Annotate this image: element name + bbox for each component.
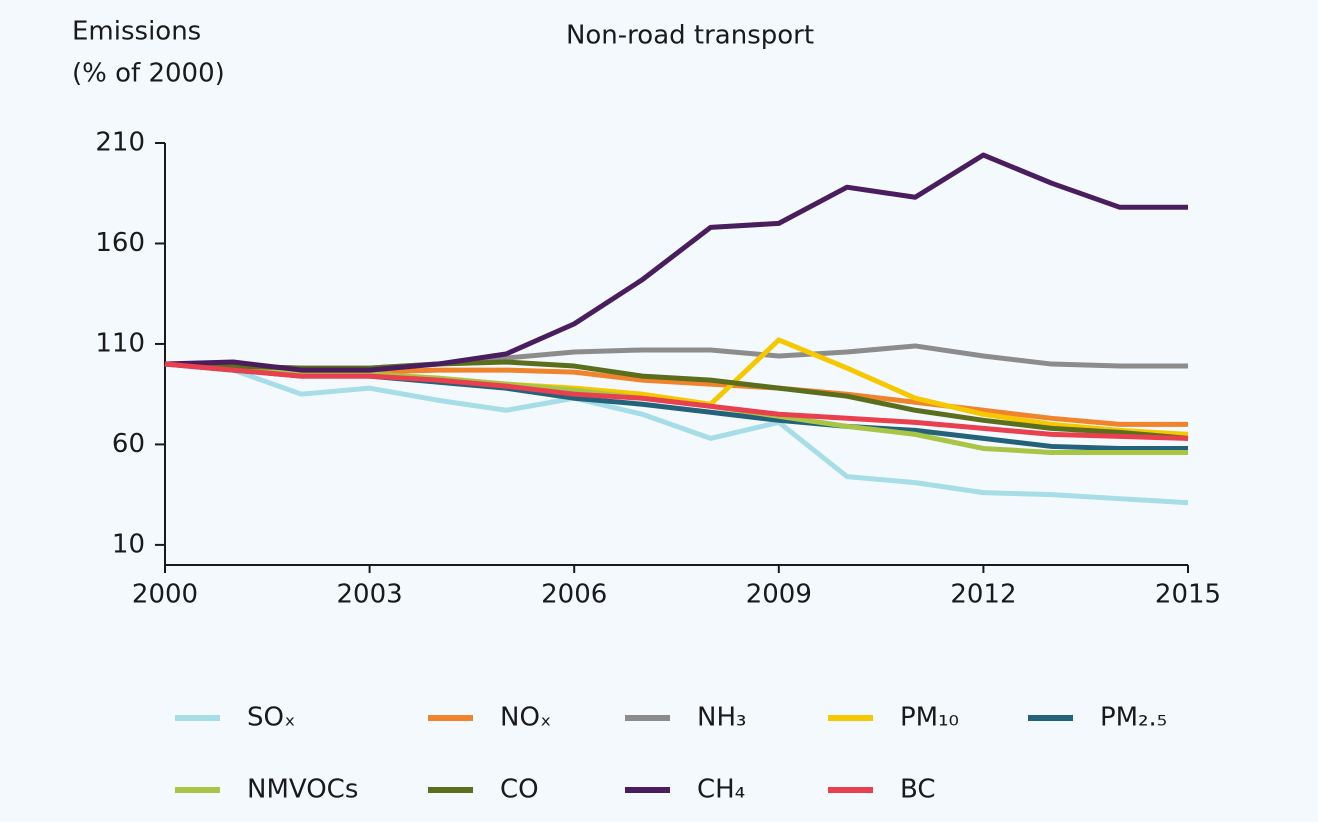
x-tick-label: 2000: [132, 580, 198, 610]
legend-label: CH₄: [697, 775, 745, 805]
y-tick-label: 60: [112, 429, 145, 459]
x-tick-label: 2003: [337, 580, 403, 610]
y-tick-label: 210: [95, 128, 145, 158]
y-axis-label: Emissions: [72, 17, 201, 47]
series-line: [164, 152, 1188, 373]
x-tick-label: 2006: [541, 580, 607, 610]
x-tick-label: 2012: [950, 580, 1016, 610]
series-line: [164, 361, 1189, 506]
legend-label: NH₃: [697, 703, 746, 733]
x-tick-label: 2009: [746, 580, 812, 610]
legend-label: SOₓ: [247, 703, 296, 733]
series-line: [164, 361, 1189, 441]
chart-title: Non-road transport: [566, 21, 814, 51]
legend-label: NOₓ: [500, 703, 551, 733]
legend-label: PM₁₀: [900, 703, 959, 733]
y-tick-label: 10: [112, 529, 145, 559]
y-tick-label: 160: [95, 228, 145, 258]
legend-label: BC: [900, 775, 936, 805]
x-tick-label: 2015: [1155, 580, 1221, 610]
legend-label: CO: [500, 775, 539, 805]
legend-label: PM₂.₅: [1100, 703, 1167, 733]
legend-label: NMVOCs: [247, 775, 358, 805]
series-line: [164, 343, 1188, 371]
y-axis-label: (% of 2000): [72, 59, 225, 89]
series-line: [164, 337, 1189, 437]
y-tick-label: 110: [95, 328, 145, 358]
